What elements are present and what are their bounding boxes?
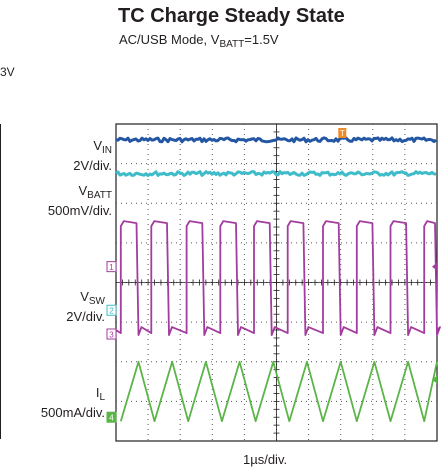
right-level-arrow-il	[432, 375, 437, 384]
channel-marker-4	[106, 411, 117, 423]
channel-marker-3	[106, 328, 117, 340]
series-vbatt	[115, 170, 437, 177]
grid	[115, 123, 438, 442]
channel-marker-1-label: 1	[109, 263, 114, 272]
x-axis-label: 1µs/div.	[243, 452, 288, 467]
channel-label-il: IL 500mA/div.	[40, 385, 105, 420]
left-cropped-text: 3V	[0, 65, 15, 79]
traces	[115, 136, 441, 423]
channel-marker-2	[106, 304, 117, 316]
chart-subtitle: AC/USB Mode, VBATT=1.5V	[119, 32, 279, 50]
channel-marker-1	[106, 261, 117, 273]
series-il	[119, 360, 438, 423]
channel-marker-3-label: 3	[109, 331, 114, 340]
channel-marker-4-label: 4	[109, 414, 114, 423]
channel-label-vbatt: VBATT 500mV/div.	[47, 183, 112, 218]
series-vin	[115, 136, 437, 144]
trigger-marker	[338, 128, 347, 138]
series-vsw	[115, 220, 441, 336]
chart-title: TC Charge Steady State	[118, 5, 345, 27]
trigger-marker-label: T	[340, 129, 345, 138]
left-cropped-border	[0, 124, 1, 439]
channel-marker-2-label: 2	[109, 307, 114, 316]
right-level-arrow-vsw	[432, 262, 437, 271]
channel-label-vsw: VSW 2V/div.	[66, 289, 105, 324]
markers: 1 2 3 4 T	[106, 128, 437, 423]
channel-label-vin: VIN 2V/div.	[73, 138, 112, 173]
